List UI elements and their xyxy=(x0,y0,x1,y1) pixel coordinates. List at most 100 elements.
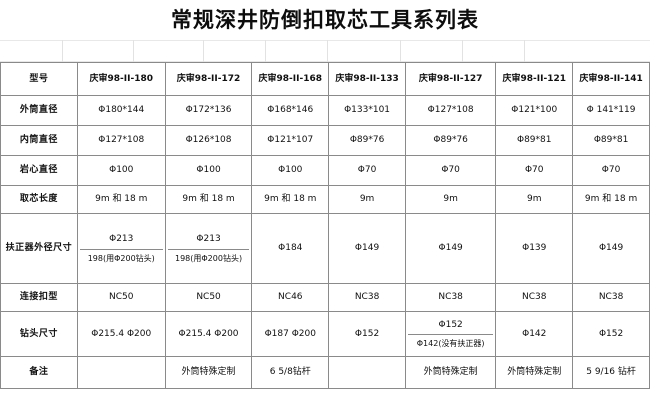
cell-r7c1 xyxy=(76,356,166,389)
cell-r7c5: 外筒特殊定制 xyxy=(404,356,497,389)
cell-r3c2: 9m 和 18 m xyxy=(164,185,253,214)
header-model-2: 庆审98-II-172 xyxy=(164,62,253,96)
row-label-remarks: 备注 xyxy=(0,356,78,389)
cell-r3c1: 9m 和 18 m xyxy=(76,185,166,214)
row-label-core-diameter: 岩心直径 xyxy=(0,155,78,186)
gridline-horizontal xyxy=(0,40,650,41)
cell-r1c1: Φ127*108 xyxy=(76,125,166,156)
cell-r6c3: Φ187 Φ200 xyxy=(251,311,330,357)
cell-r3c6: 9m xyxy=(495,185,574,214)
cell-r2c2: Φ100 xyxy=(164,155,253,186)
cell-r4c7: Φ149 xyxy=(572,213,650,284)
split-cell-top: Φ152 xyxy=(407,316,494,336)
header-label-cell: 型号 xyxy=(0,62,78,96)
gridline-vertical xyxy=(133,40,134,62)
gridline-vertical xyxy=(462,40,463,62)
cell-r7c2: 外筒特殊定制 xyxy=(164,356,253,389)
cell-r0c5: Φ127*108 xyxy=(404,95,497,126)
cell-r4c5: Φ149 xyxy=(404,213,497,284)
cell-r4c2: Φ213 198(用Φ200钻头) xyxy=(164,213,253,284)
cell-r1c3: Φ121*107 xyxy=(251,125,330,156)
split-cell-bottom: 198(用Φ200钻头) xyxy=(87,253,155,263)
cell-r6c1: Φ215.4 Φ200 xyxy=(76,311,166,357)
cell-r2c1: Φ100 xyxy=(76,155,166,186)
cell-r6c5: Φ152 Φ142(没有扶正器) xyxy=(404,311,497,357)
cell-r2c4: Φ70 xyxy=(328,155,406,186)
cell-r2c7: Φ70 xyxy=(572,155,650,186)
gridline-vertical xyxy=(524,40,525,62)
cell-r5c7: NC38 xyxy=(572,283,650,312)
cell-r0c7: Φ 141*119 xyxy=(572,95,650,126)
cell-r4c4: Φ149 xyxy=(328,213,406,284)
cell-r3c3: 9m 和 18 m xyxy=(251,185,330,214)
cell-r0c3: Φ168*146 xyxy=(251,95,330,126)
cell-r7c3: 6 5/8钻杆 xyxy=(251,356,330,389)
table-row: 内筒直径 Φ127*108 Φ126*108 Φ121*107 Φ89*76 Φ… xyxy=(0,125,650,156)
header-model-7: 庆审98-II-141 xyxy=(572,62,650,96)
split-cell-bottom: 198(用Φ200钻头) xyxy=(175,253,243,263)
split-cell-top: Φ213 xyxy=(167,230,250,250)
page-title: 常规深井防倒扣取芯工具系列表 xyxy=(171,7,479,32)
cell-r7c6: 外筒特殊定制 xyxy=(495,356,574,389)
row-label-stabilizer-od: 扶正器外径尺寸 xyxy=(0,213,78,284)
gridline-vertical xyxy=(203,40,204,62)
table-row: 扶正器外径尺寸 Φ213 198(用Φ200钻头) Φ213 198(用Φ200… xyxy=(0,213,650,284)
table-row: 取芯长度 9m 和 18 m 9m 和 18 m 9m 和 18 m 9m 9m… xyxy=(0,185,650,214)
gridline-vertical xyxy=(62,40,63,62)
cell-r6c6: Φ142 xyxy=(495,311,574,357)
cell-r2c3: Φ100 xyxy=(251,155,330,186)
table-header-row: 型号 庆审98-II-180 庆审98-II-172 庆审98-II-168 庆… xyxy=(0,62,650,96)
cell-r1c6: Φ89*81 xyxy=(495,125,574,156)
cell-r6c2: Φ215.4 Φ200 xyxy=(164,311,253,357)
header-model-5: 庆审98-II-127 xyxy=(404,62,497,96)
cell-r1c5: Φ89*76 xyxy=(404,125,497,156)
split-cell-top: Φ213 xyxy=(79,230,163,250)
table-row: 连接扣型 NC50 NC50 NC46 NC38 NC38 NC38 NC38 xyxy=(0,283,650,312)
cell-r4c3: Φ184 xyxy=(251,213,330,284)
gridline-vertical xyxy=(400,40,401,62)
header-model-6: 庆审98-II-121 xyxy=(495,62,574,96)
cell-r4c6: Φ139 xyxy=(495,213,574,284)
table-row: 岩心直径 Φ100 Φ100 Φ100 Φ70 Φ70 Φ70 Φ70 xyxy=(0,155,650,186)
cell-r0c2: Φ172*136 xyxy=(164,95,253,126)
cell-r5c5: NC38 xyxy=(404,283,497,312)
header-model-1: 庆审98-II-180 xyxy=(76,62,166,96)
cell-r0c1: Φ180*144 xyxy=(76,95,166,126)
header-model-3: 庆审98-II-168 xyxy=(251,62,330,96)
cell-r1c2: Φ126*108 xyxy=(164,125,253,156)
cell-r0c6: Φ121*100 xyxy=(495,95,574,126)
cell-r7c4 xyxy=(328,356,406,389)
row-label-inner-barrel-diameter: 内筒直径 xyxy=(0,125,78,156)
gridline-vertical xyxy=(265,40,266,62)
split-cell: Φ152 Φ142(没有扶正器) xyxy=(407,316,494,353)
cell-r3c5: 9m xyxy=(404,185,497,214)
cell-r5c1: NC50 xyxy=(76,283,166,312)
cell-r1c7: Φ89*81 xyxy=(572,125,650,156)
row-label-core-length: 取芯长度 xyxy=(0,185,78,214)
table-row: 备注 外筒特殊定制 6 5/8钻杆 外筒特殊定制 外筒特殊定制 5 9/16 钻… xyxy=(0,356,650,389)
cell-r5c2: NC50 xyxy=(164,283,253,312)
gridline-vertical xyxy=(327,40,328,62)
cell-r5c3: NC46 xyxy=(251,283,330,312)
row-label-connection-thread: 连接扣型 xyxy=(0,283,78,312)
cell-r3c7: 9m 和 18 m xyxy=(572,185,650,214)
cell-r2c5: Φ70 xyxy=(404,155,497,186)
cell-r5c4: NC38 xyxy=(328,283,406,312)
tool-series-table: 型号 庆审98-II-180 庆审98-II-172 庆审98-II-168 庆… xyxy=(0,62,650,389)
cell-r4c1: Φ213 198(用Φ200钻头) xyxy=(76,213,166,284)
row-label-bit-size: 钻头尺寸 xyxy=(0,311,78,357)
split-cell: Φ213 198(用Φ200钻头) xyxy=(167,230,250,267)
split-cell: Φ213 198(用Φ200钻头) xyxy=(79,230,163,267)
cell-r6c4: Φ152 xyxy=(328,311,406,357)
cell-r5c6: NC38 xyxy=(495,283,574,312)
cell-r3c4: 9m xyxy=(328,185,406,214)
cell-r1c4: Φ89*76 xyxy=(328,125,406,156)
header-model-4: 庆审98-II-133 xyxy=(328,62,406,96)
cell-r2c6: Φ70 xyxy=(495,155,574,186)
cell-r0c4: Φ133*101 xyxy=(328,95,406,126)
cell-r6c7: Φ152 xyxy=(572,311,650,357)
split-cell-bottom: Φ142(没有扶正器) xyxy=(416,339,485,349)
row-label-outer-barrel-diameter: 外筒直径 xyxy=(0,95,78,126)
table-row: 钻头尺寸 Φ215.4 Φ200 Φ215.4 Φ200 Φ187 Φ200 Φ… xyxy=(0,311,650,357)
